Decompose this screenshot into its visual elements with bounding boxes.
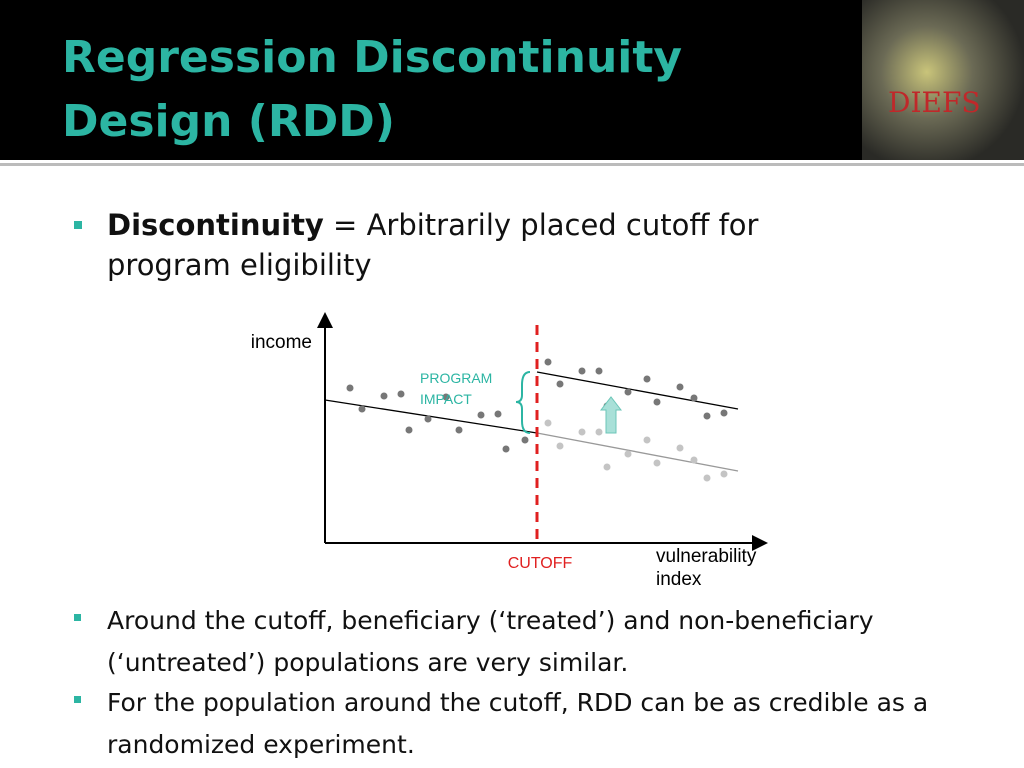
untreated-line	[324, 399, 538, 434]
bullet-text: = Arbitrarily placed cutoff for program …	[107, 208, 759, 282]
impact-label-box: PROGRAM IMPACT	[420, 370, 493, 407]
header-bar	[0, 0, 1024, 160]
impact-arrow	[599, 396, 623, 434]
x-label-box: vulnerability index	[656, 546, 757, 590]
bullet: Discontinuity = Arbitrarily placed cutof…	[107, 205, 867, 285]
x-label: vulnerability index	[656, 546, 757, 590]
bullet-bold: Discontinuity	[107, 208, 324, 242]
header-rule	[0, 163, 1024, 166]
counterfactual-line	[536, 432, 739, 472]
logo: DIEFS	[862, 0, 1024, 160]
dots-light	[544, 419, 728, 482]
impact-label: PROGRAM IMPACT	[420, 370, 493, 407]
cutoff-label: CUTOFF	[508, 555, 573, 572]
treated-line	[536, 371, 739, 410]
title: Regression Discontinuity Design (RDD)	[62, 32, 683, 147]
bullet-marker	[74, 221, 82, 229]
y-label: income	[251, 332, 312, 353]
bullet: For the population around the cutoff, RD…	[107, 688, 929, 759]
bullet-marker	[74, 696, 81, 703]
bullet: Around the cutoff, beneficiary (‘treated…	[107, 606, 874, 677]
logo-text: DIEFS	[888, 86, 981, 119]
bullet-marker	[74, 614, 81, 621]
impact-brace	[515, 371, 531, 434]
